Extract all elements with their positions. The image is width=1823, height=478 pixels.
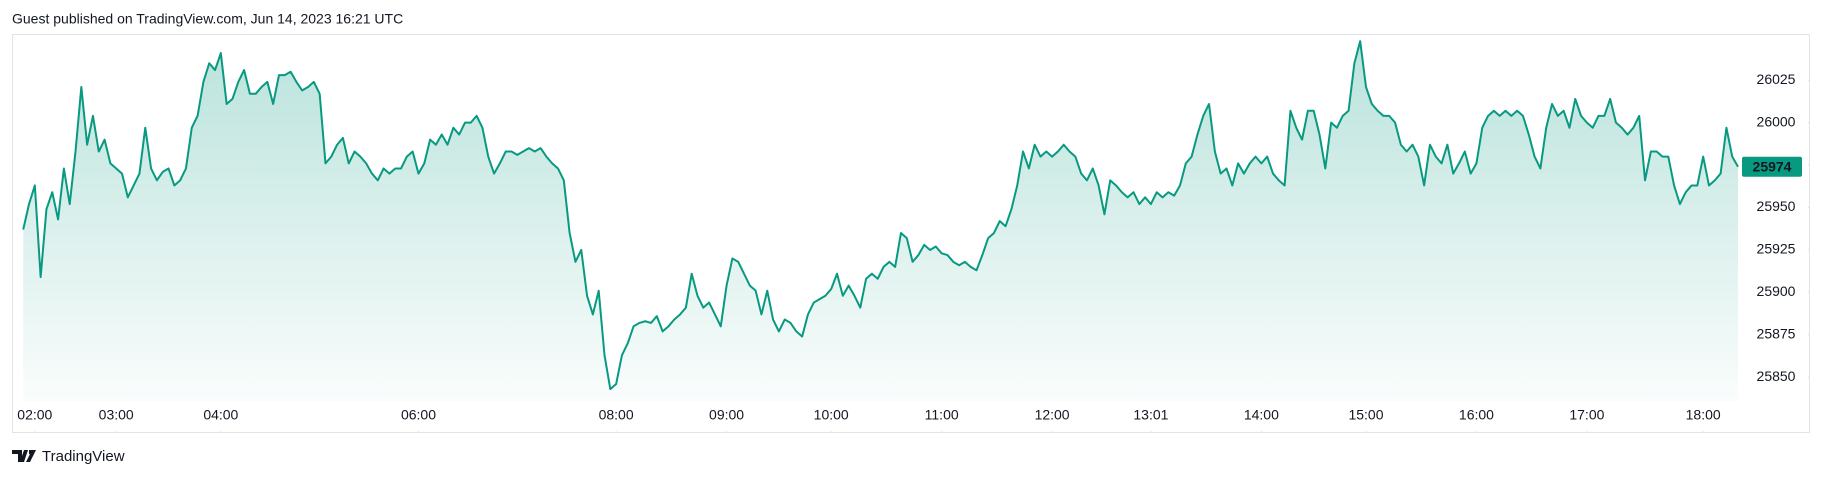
x-tick-label: 12:00: [1035, 407, 1070, 423]
x-tick-label: 06:00: [401, 407, 436, 423]
x-tick-label: 14:00: [1244, 407, 1279, 423]
x-tick-label: 10:00: [814, 407, 849, 423]
x-tick-label: 16:00: [1459, 407, 1494, 423]
y-tick-label: 25850: [1757, 368, 1796, 384]
x-tick-label: 04:00: [203, 407, 238, 423]
y-tick-label: 25900: [1757, 283, 1796, 299]
x-tick-label: 18:00: [1686, 407, 1721, 423]
last-price-label: 25974: [1753, 158, 1792, 174]
chart-frame: [12, 34, 1810, 433]
y-tick-label: 26000: [1757, 113, 1796, 129]
price-area: [23, 41, 1739, 401]
price-line: [22, 40, 1739, 391]
x-tick-label: 15:00: [1348, 407, 1383, 423]
publish-note: Guest published on TradingView.com, Jun …: [12, 11, 403, 27]
brand-name: TradingView: [42, 448, 125, 465]
last-price-badge: [1742, 156, 1802, 177]
y-tick-label: 25875: [1757, 326, 1796, 342]
x-tick-label: 13:01: [1133, 407, 1168, 423]
x-tick-label: 17:00: [1569, 407, 1604, 423]
y-tick-label: 25925: [1757, 241, 1796, 257]
x-tick-label: 09:00: [709, 407, 744, 423]
x-tick-label: 08:00: [599, 407, 634, 423]
x-tick-label: 03:00: [99, 407, 134, 423]
logo: [12, 450, 36, 462]
x-tick-label: 11:00: [925, 407, 959, 423]
y-tick-label: 25950: [1757, 198, 1796, 214]
y-tick-label: 26025: [1757, 71, 1796, 87]
x-tick-label: 02:00: [17, 407, 52, 423]
